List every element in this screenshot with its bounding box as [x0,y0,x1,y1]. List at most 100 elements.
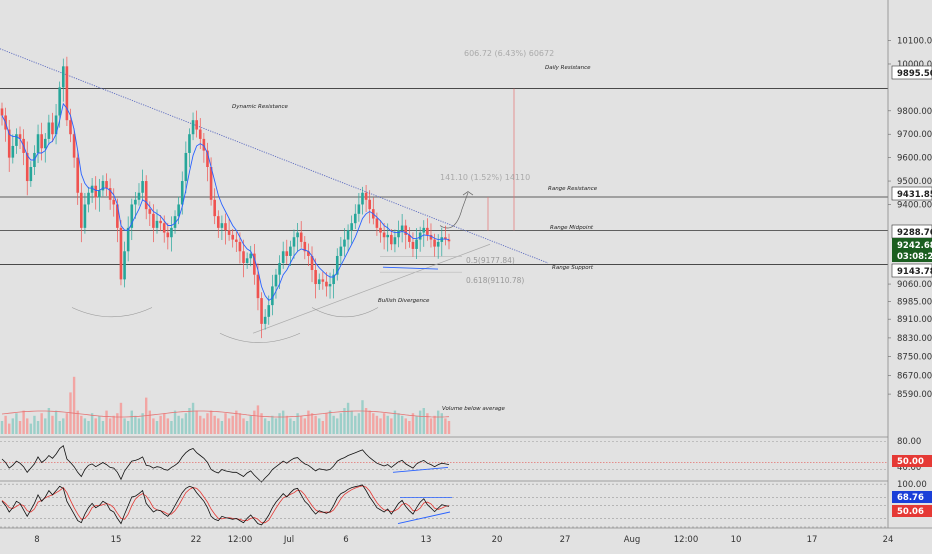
candle-body [11,145,15,158]
candle-body [116,204,119,228]
svg-text:68.76: 68.76 [897,493,924,503]
candle-body [314,270,317,285]
candle-body [429,234,433,240]
svg-text:9431.85: 9431.85 [897,190,932,200]
label-range-support: Range Support [552,265,594,271]
volume-bar [408,421,411,434]
price-axis-label: 10100.00 [897,37,932,47]
stoch-axis-100: 100.00 [897,480,927,490]
candle-body [177,204,180,217]
volume-bar [83,418,87,434]
time-axis-label: Jul [283,535,294,545]
svg-text:9288.76: 9288.76 [897,228,932,238]
volume-bar [227,418,231,434]
candle-body [188,134,191,153]
candle-body [170,227,173,238]
volume-bar [307,410,310,434]
volume-bar [112,415,115,434]
volume-bar [152,418,155,434]
candle-body [7,129,11,158]
candle-body [433,239,436,247]
volume-bar [177,415,180,434]
candle-body [408,234,411,242]
volume-bar [310,413,314,434]
volume-bar [108,418,112,434]
volume-average-line [1,410,450,418]
price-axis-label: 8590.00 [897,390,932,400]
candle-body [144,181,148,210]
candle-body [303,241,307,252]
volume-bar [245,421,249,434]
price-divergence-line [382,266,439,270]
volume-bar [224,413,227,434]
volume-bar [321,421,325,434]
time-axis-label: Aug [624,535,641,545]
candle-body [364,192,368,200]
volume-bar [256,405,260,434]
volume-bar [159,415,162,434]
price-axis-label: 9060.00 [897,280,932,290]
candle-body [375,218,379,228]
volume-bar [274,418,278,434]
candle-body [80,192,83,228]
volume-bar [26,418,29,434]
volume-bar [134,415,137,434]
annotation-volume-below-average: Volume below average [442,406,505,412]
volume-bar [15,413,18,434]
volume-bar [238,413,242,434]
volume-bar [447,421,451,434]
candle-body [404,225,408,235]
fib-05-label: 0.5(9177.84) [466,256,515,265]
volume-bar [217,418,220,434]
candle-body [54,115,58,135]
candle-body [343,239,346,247]
candle-body [134,199,137,205]
candle-body [87,192,90,205]
volume-bar [318,418,321,434]
candle-body [51,122,54,135]
volume-bar [116,413,119,434]
rsi-divergence-line [392,466,449,473]
candle-body [227,230,231,235]
volume-bar [141,413,144,434]
volume-bar [206,413,209,434]
svg-text:50.06: 50.06 [897,507,924,517]
stoch-divergence-line [397,511,451,525]
candle-body [94,185,98,198]
volume-bars [0,376,451,434]
ema-line [1,102,450,301]
candle-body [98,190,101,198]
candle-body [256,274,260,299]
candle-body [397,230,400,238]
volume-bar [40,413,43,434]
label-range-midpoint: Range Midpoint [550,225,594,231]
candle-body [18,134,22,139]
label-daily-resistance: Daily Resistance [545,65,591,71]
volume-bar [422,408,425,434]
volume-bar [267,421,270,434]
candle-body [426,227,429,235]
candle-body [379,227,382,233]
volume-bar [436,410,440,434]
left-shoulder-arc [71,307,153,318]
volume-bar [249,415,252,434]
candle-body [386,234,390,238]
price-axis-label: 8750.00 [897,353,932,363]
volume-bar [101,421,105,434]
candlesticks [0,56,451,339]
volume-bar [47,408,51,434]
candle-body [112,199,116,205]
candle-body [148,209,152,214]
volume-bar [235,410,238,434]
candle-body [162,223,166,233]
volume-bar [173,410,177,434]
volume-bar [188,408,191,434]
candle-body [220,223,224,228]
price-axis-label: 9500.00 [897,177,932,187]
candle-body [436,241,440,247]
volume-bar [361,400,364,434]
